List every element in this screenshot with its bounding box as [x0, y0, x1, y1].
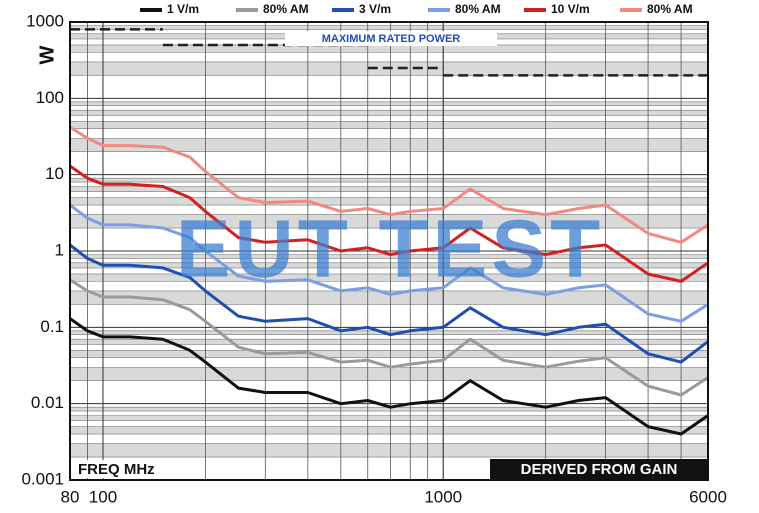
- grid-band: [70, 254, 708, 259]
- legend-label: 1 V/m: [167, 2, 199, 16]
- y-tick-label: 10: [45, 164, 64, 183]
- plot-frame: [69, 21, 709, 481]
- grid-band: [70, 339, 708, 345]
- watermark: EUT TEST: [176, 204, 604, 295]
- y-tick-label: 1000: [26, 11, 64, 30]
- y-axis-label: W: [36, 45, 58, 64]
- grid-band: [70, 350, 708, 358]
- series-line: [69, 125, 709, 244]
- legend-label: 80% AM: [263, 2, 309, 16]
- grid-band: [70, 443, 708, 458]
- grid-band: [70, 273, 708, 282]
- grid-band: [70, 262, 708, 268]
- y-tick-label: 0.001: [21, 469, 64, 488]
- series-line: [69, 317, 709, 436]
- y-tick-label: 1: [55, 240, 64, 259]
- grid-band: [70, 367, 708, 381]
- y-tick-label: 0.01: [31, 393, 64, 412]
- grid-band: [70, 138, 708, 152]
- legend-label: 80% AM: [455, 2, 501, 16]
- grid-band: [70, 415, 708, 421]
- grid-band: [70, 186, 708, 192]
- series-line: [69, 243, 709, 364]
- note: DERIVED FROM GAIN: [521, 461, 678, 478]
- x-label-box: [72, 460, 176, 478]
- grid-band: [70, 197, 708, 206]
- grid-band: [70, 101, 708, 106]
- series-line: [69, 278, 709, 397]
- x-axis-label: FREQ MHz: [78, 461, 155, 478]
- x-tick-label: 100: [89, 487, 117, 506]
- grid-band: [70, 44, 708, 53]
- series-line: [69, 203, 709, 323]
- x-tick-label: 80: [61, 487, 80, 506]
- series-line: [69, 164, 709, 283]
- legend-label: 3 V/m: [359, 2, 391, 16]
- grid-band: [70, 121, 708, 129]
- legend-label: 80% AM: [647, 2, 693, 16]
- note-box: [490, 459, 708, 480]
- rated-power-label: MAXIMUM RATED POWER: [322, 33, 461, 45]
- grid-band: [70, 110, 708, 116]
- y-tick-label: 100: [36, 88, 64, 107]
- grid-band: [70, 214, 708, 229]
- x-tick-label: 6000: [689, 487, 727, 506]
- grid-band: [70, 407, 708, 412]
- rated-power-box: [285, 31, 497, 46]
- grid-band: [70, 25, 708, 30]
- y-tick-label: 0.1: [40, 317, 64, 336]
- grid-band: [70, 426, 708, 435]
- x-tick-label: 1000: [424, 487, 462, 506]
- legend-label: 10 V/m: [551, 2, 590, 16]
- grid-band: [70, 178, 708, 183]
